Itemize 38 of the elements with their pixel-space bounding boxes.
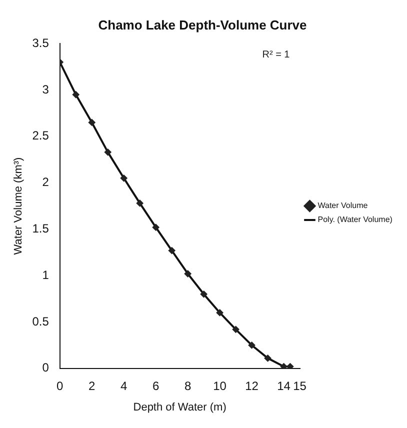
- point: [120, 174, 128, 182]
- legend-label: Water Volume: [318, 201, 368, 210]
- y-tick-label: 1: [42, 268, 50, 282]
- x-tick-label: 2: [88, 378, 96, 393]
- point: [280, 363, 288, 368]
- point: [136, 200, 144, 207]
- point: [216, 309, 224, 316]
- point: [104, 148, 112, 156]
- annotation: R² = 1: [262, 50, 290, 61]
- point: [88, 118, 96, 126]
- y-tick-label: 0: [42, 360, 50, 375]
- y-tick-label: 2.5: [32, 128, 50, 143]
- x-tick-label: 8: [184, 378, 192, 393]
- x-tick-label: 15: [293, 378, 307, 393]
- x-tick-label: 0: [56, 378, 64, 393]
- point: [286, 363, 294, 368]
- y-tick-label: 0.5: [32, 314, 50, 328]
- point: [152, 224, 160, 231]
- y-tick-label: 1.5: [32, 222, 50, 236]
- point: [248, 342, 256, 349]
- x-tick-label: 10: [213, 378, 227, 393]
- point: [200, 290, 208, 298]
- point: [168, 247, 176, 254]
- x-tick-label: 12: [245, 378, 259, 393]
- x-tick-label: 6: [152, 378, 160, 393]
- y-axis-title: Water Volume (km³): [12, 157, 25, 255]
- point: [264, 354, 272, 362]
- x-tick-label: 4: [120, 378, 128, 393]
- point: [232, 326, 240, 333]
- y-tick-label: 3.5: [32, 36, 50, 50]
- chart-title: Chamo Lake Depth-Volume Curve: [98, 17, 307, 32]
- legend-label: Poly. (Water Volume): [318, 215, 393, 224]
- y-tick-label: 3: [42, 82, 50, 96]
- y-tick-label: 2: [42, 175, 50, 190]
- x-axis-title: Depth of Water (m): [133, 401, 226, 414]
- x-tick-label: 14: [277, 378, 291, 393]
- point: [184, 270, 192, 278]
- point: [72, 91, 80, 98]
